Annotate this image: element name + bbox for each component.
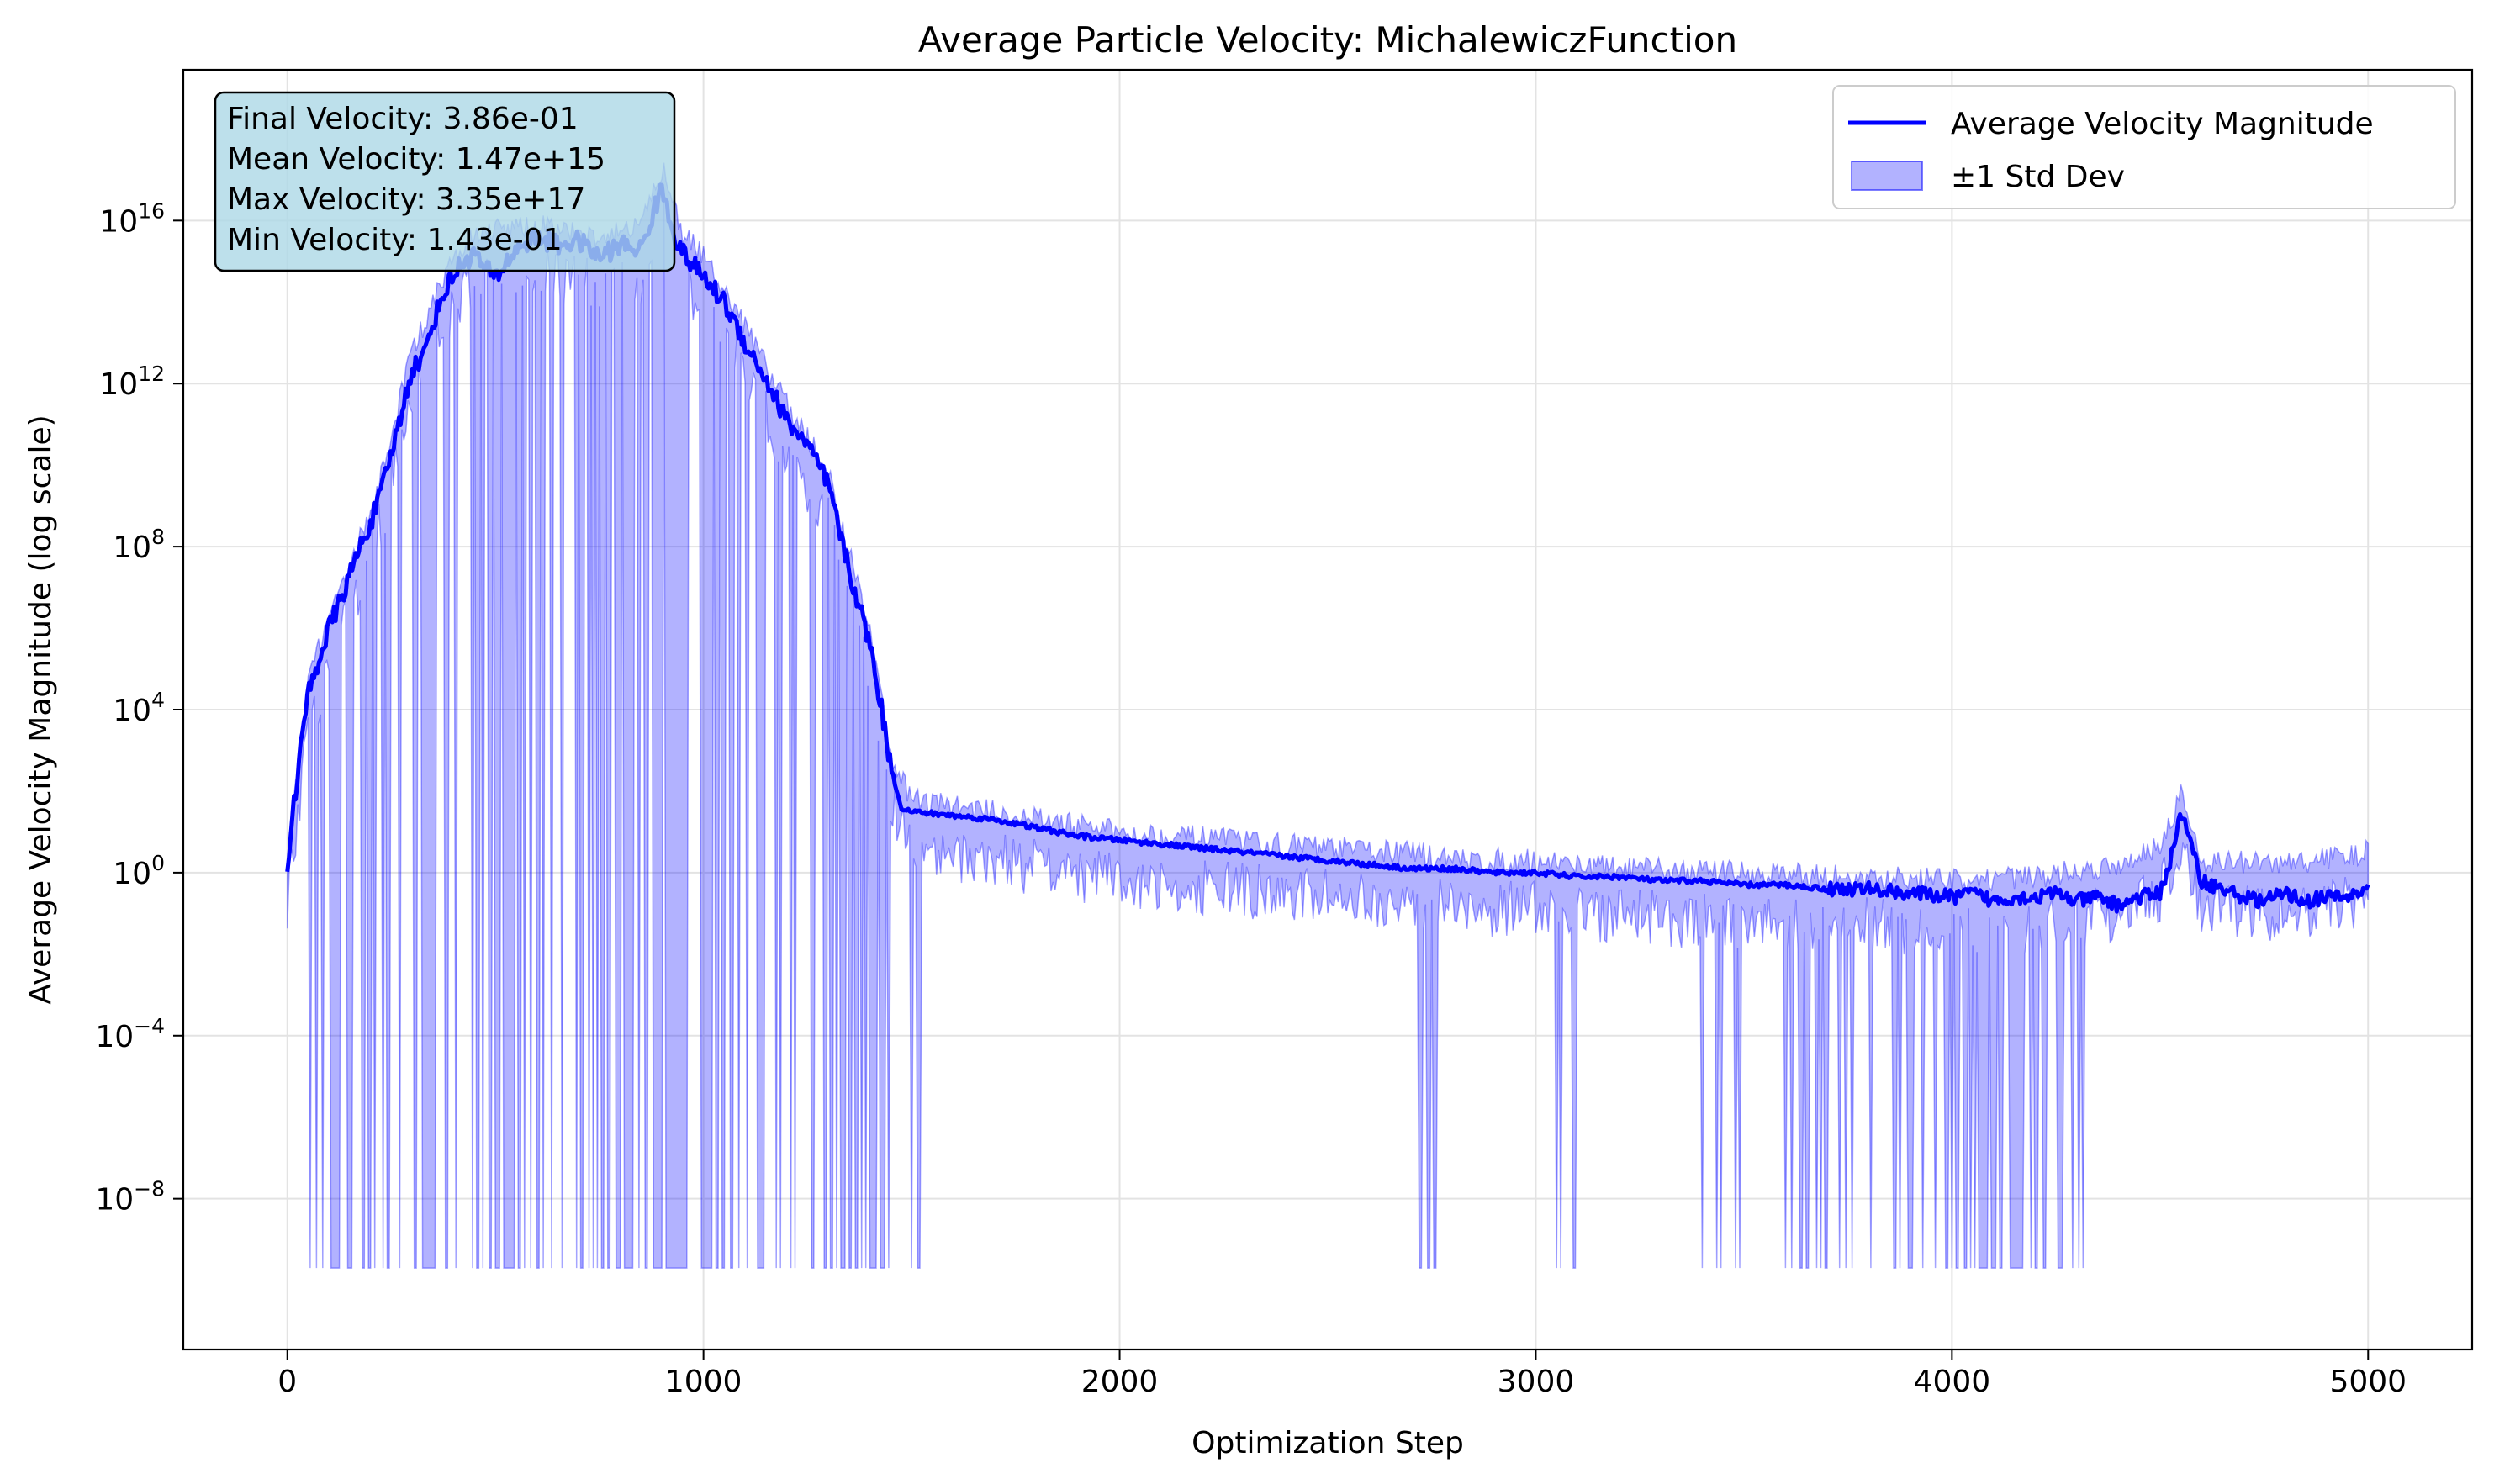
x-tick-label-3: 3000 <box>1498 1365 1575 1399</box>
y-tick-label-3: 104 <box>113 688 165 728</box>
y-tick-label-6: 1016 <box>99 198 165 239</box>
stat-mean-velocity: Mean Velocity: 1.47e+15 <box>227 142 605 177</box>
x-tick-label-1: 1000 <box>665 1365 742 1399</box>
x-axis-ticks: 0 1000 2000 3000 4000 5000 <box>277 1349 2407 1399</box>
legend-label-std-dev: ±1 Std Dev <box>1951 160 2125 194</box>
y-tick-label-4: 108 <box>113 525 165 565</box>
y-axis-ticks: 10−8 10−4 100 104 108 1012 1016 <box>95 198 183 1217</box>
y-tick-label-5: 1012 <box>99 362 165 402</box>
stat-min-velocity: Min Velocity: 1.43e-01 <box>227 223 563 257</box>
x-tick-label-2: 2000 <box>1081 1365 1159 1399</box>
y-tick-label-0: 10−8 <box>95 1177 165 1217</box>
legend-box <box>1832 85 2456 209</box>
grid <box>183 70 2472 1349</box>
stats-box: Final Velocity: 3.86e-01 Mean Velocity: … <box>214 91 676 272</box>
x-tick-label-0: 0 <box>277 1365 297 1399</box>
stat-final-velocity: Final Velocity: 3.86e-01 <box>227 102 579 136</box>
chart-title: Average Particle Velocity: MichalewiczFu… <box>918 19 1737 61</box>
legend-band-swatch <box>1851 161 1923 191</box>
y-tick-label-2: 100 <box>113 851 165 891</box>
x-axis-label: Optimization Step <box>1192 1426 1464 1460</box>
legend: Average Velocity Magnitude ±1 Std Dev <box>1832 85 2456 209</box>
y-axis-label: Average Velocity Magnitude (log scale) <box>24 415 58 1004</box>
stat-max-velocity: Max Velocity: 3.35e+17 <box>227 182 585 217</box>
x-tick-label-5: 5000 <box>2329 1365 2407 1399</box>
legend-label-average-velocity: Average Velocity Magnitude <box>1951 107 2374 141</box>
y-tick-label-1: 10−4 <box>95 1014 165 1054</box>
x-tick-label-4: 4000 <box>1914 1365 1991 1399</box>
stats-box-background <box>214 91 676 272</box>
